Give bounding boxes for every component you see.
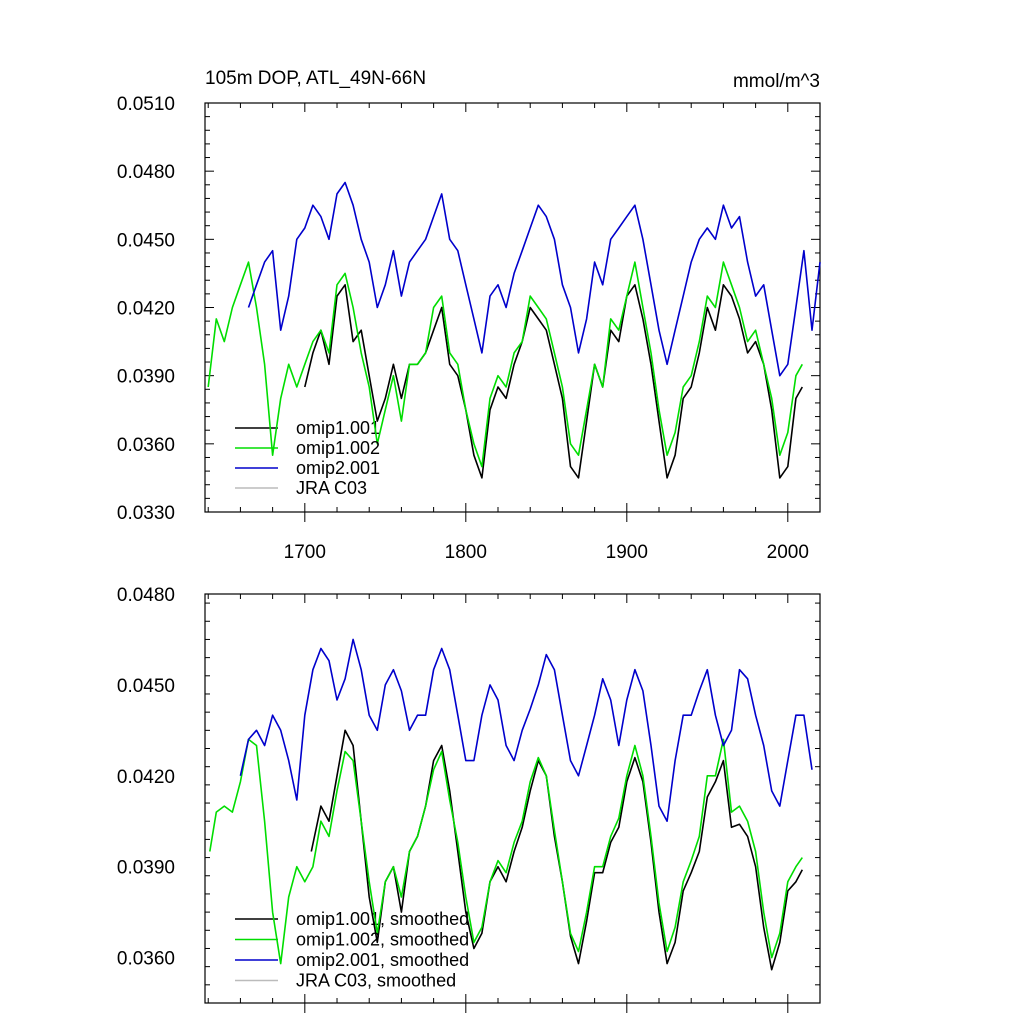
y-tick-label: 0.0360 [117, 435, 175, 456]
legend-label: omip1.001, smoothed [296, 909, 469, 929]
series-line-omip1-002-smoothed [209, 738, 803, 965]
legend-label: omip1.002 [296, 438, 380, 458]
y-tick-label: 0.0360 [117, 949, 175, 970]
y-tick-label: 0.0390 [117, 858, 175, 879]
y-tick-label: 0.0450 [117, 230, 175, 251]
y-tick-label: 0.0480 [117, 585, 175, 606]
x-tick-label: 1900 [606, 542, 648, 563]
series-line-omip1-001 [304, 283, 803, 479]
units-label: mmol/m^3 [733, 71, 820, 92]
series-line-omip1-002 [207, 261, 803, 468]
legend-label: omip1.001 [296, 418, 380, 438]
y-tick-label: 0.0420 [117, 299, 175, 320]
bottom-panel: 0.0360 0.0390 0.0420 0.0450 0.0480 omip1.001,… [117, 585, 821, 1013]
x-tick-label: 2000 [767, 542, 809, 563]
series-line-omip2-001-smoothed [239, 638, 813, 823]
x-tick-label: 1800 [445, 542, 487, 563]
series-line-omip2-001 [247, 181, 821, 377]
legend-label: omip2.001, smoothed [296, 950, 469, 970]
y-tick-label: 0.0390 [117, 367, 175, 388]
legend-label: JRA C03 [296, 478, 367, 498]
plot-frame [204, 593, 821, 1004]
legend-label: omip2.001 [296, 458, 380, 478]
top-panel: 0.0330 0.0360 0.0390 0.0420 0.0450 0.0480 0.05… [117, 68, 821, 563]
y-tick-label: 0.0450 [117, 676, 175, 697]
y-tick-label: 0.0510 [117, 94, 175, 115]
chart-title: 105m DOP, ATL_49N-66N [205, 68, 426, 89]
legend-label: omip1.002, smoothed [296, 930, 469, 950]
y-tick-label: 0.0420 [117, 767, 175, 788]
y-tick-label: 0.0480 [117, 162, 175, 183]
y-tick-label: 0.0330 [117, 503, 175, 524]
x-tick-label: 1700 [284, 542, 326, 563]
legend-label: JRA C03, smoothed [296, 971, 456, 991]
